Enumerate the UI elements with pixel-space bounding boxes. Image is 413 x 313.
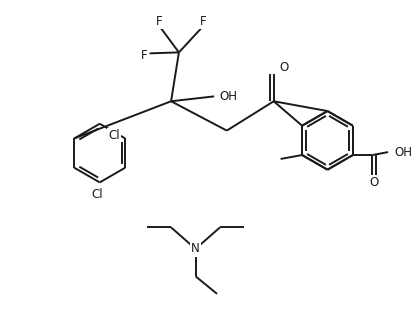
Text: Cl: Cl xyxy=(91,187,102,201)
Text: F: F xyxy=(156,15,163,28)
Text: F: F xyxy=(200,15,206,28)
Text: O: O xyxy=(279,60,288,74)
Text: Cl: Cl xyxy=(109,129,120,142)
Text: O: O xyxy=(370,176,379,189)
Text: F: F xyxy=(141,49,148,62)
Text: N: N xyxy=(191,242,200,255)
Text: OH: OH xyxy=(219,90,237,103)
Text: OH: OH xyxy=(394,146,412,159)
